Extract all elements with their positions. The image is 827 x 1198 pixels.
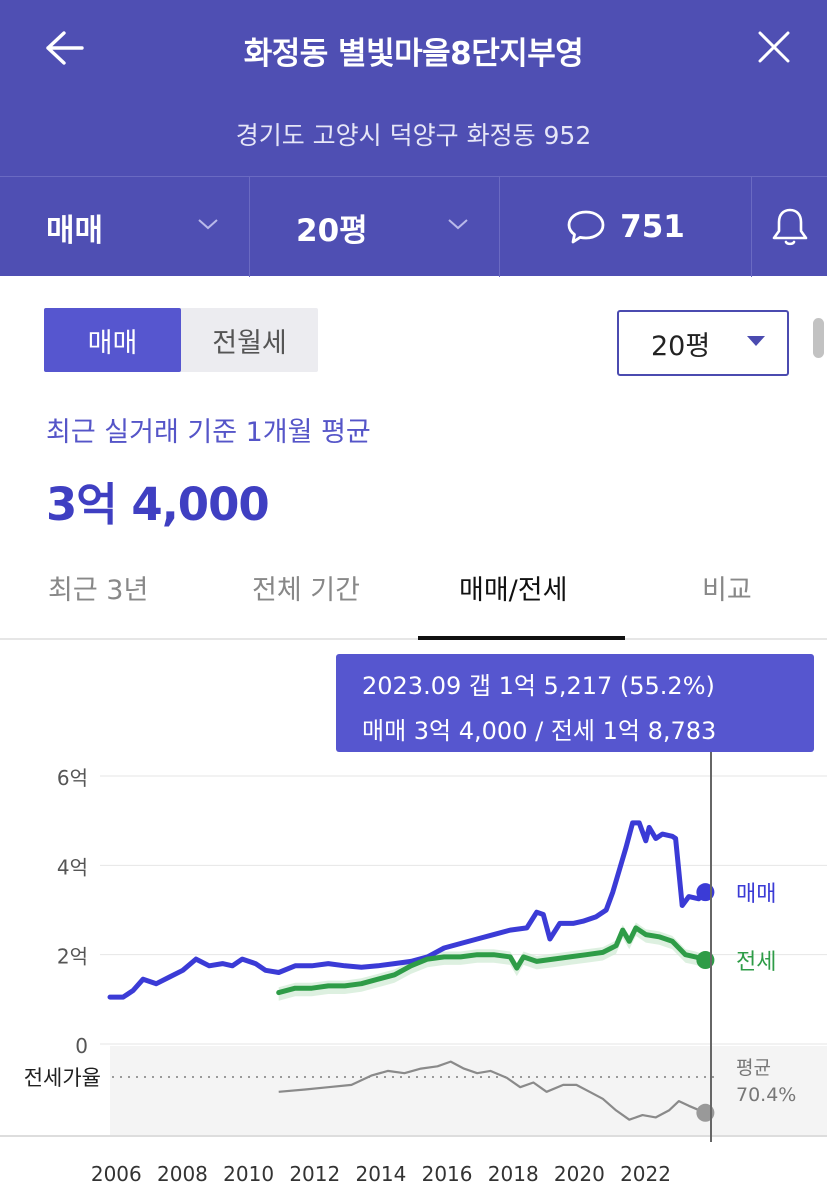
y-tick-label: 6억 <box>57 766 88 790</box>
ratio-average-label: 평균 <box>736 1057 771 1079</box>
x-tick-label: 2008 <box>157 1162 208 1186</box>
comments-button[interactable]: 751 <box>500 177 752 277</box>
deal-type-dropdown[interactable]: 매매 <box>0 177 250 277</box>
comment-count: 751 <box>620 209 685 245</box>
chevron-down-icon <box>448 219 468 230</box>
x-tick-label: 2016 <box>422 1162 473 1186</box>
active-tab-indicator <box>418 636 625 640</box>
jeonse-end-point <box>696 951 715 970</box>
y-tick-label: 0 <box>75 1034 88 1058</box>
x-tick-label: 2022 <box>620 1162 671 1186</box>
top-header: 화정동 별빛마을8단지부영 경기도 고양시 덕양구 화정동 952 매매 20평… <box>0 0 827 277</box>
jeonse-range-band <box>278 922 706 1001</box>
tab-recent-3y[interactable]: 최근 3년 <box>48 575 149 606</box>
page-title: 화정동 별빛마을8단지부영 <box>243 36 584 72</box>
notification-button[interactable] <box>752 177 827 277</box>
deal-segment-control: 매매 전월세 <box>44 308 318 372</box>
jeonse-price-line <box>276 925 708 996</box>
sale-price-line <box>107 820 708 1000</box>
x-tick-label: 2012 <box>289 1162 340 1186</box>
tab-compare[interactable]: 비교 <box>702 575 752 606</box>
y-tick-label: 4억 <box>57 855 88 879</box>
x-tick-label: 2014 <box>355 1162 406 1186</box>
header-toolbar: 매매 20평 751 <box>0 176 827 277</box>
x-tick-label: 2006 <box>91 1162 142 1186</box>
close-button[interactable] <box>750 24 798 70</box>
size-select[interactable]: 20평 <box>617 310 789 376</box>
segment-sale[interactable]: 매매 <box>44 308 181 372</box>
sale-end-point <box>696 883 715 902</box>
sale-end-label: 매매 <box>736 882 776 907</box>
arrow-left-icon <box>46 31 84 65</box>
tab-sale-jeonse[interactable]: 매매/전세 <box>459 575 568 606</box>
recent-average-label: 최근 실거래 기준 1개월 평균 <box>46 417 371 448</box>
scrollbar[interactable] <box>813 318 824 358</box>
ratio-panel-bg <box>110 1046 827 1136</box>
recent-average-price: 3억 4,000 <box>46 478 270 531</box>
chevron-down-icon <box>198 219 218 230</box>
x-tick-label: 2010 <box>223 1162 274 1186</box>
chart-tooltip: 2023.09 갭 1억 5,217 (55.2%) 매매 3억 4,000 /… <box>336 654 814 752</box>
x-tick-label: 2018 <box>488 1162 539 1186</box>
tab-all-period[interactable]: 전체 기간 <box>252 575 360 606</box>
segment-rent[interactable]: 전월세 <box>212 327 287 359</box>
chart-tabs: 최근 3년 전체 기간 매매/전세 비교 <box>0 548 827 640</box>
jeonse-end-label: 전세 <box>736 950 776 975</box>
size-dropdown[interactable]: 20평 <box>250 177 500 277</box>
ratio-end-point <box>696 1103 715 1122</box>
speech-bubble-icon <box>567 210 605 244</box>
size-label: 20평 <box>296 212 368 249</box>
y-tick-label: 2억 <box>57 945 88 969</box>
ratio-average-value: 70.4% <box>736 1084 796 1106</box>
tooltip-prices: 매매 3억 4,000 / 전세 1억 8,783 <box>362 717 717 745</box>
bell-icon <box>772 208 807 246</box>
deal-type-label: 매매 <box>46 212 104 249</box>
ratio-line <box>278 1060 706 1121</box>
address-text: 경기도 고양시 덕양구 화정동 952 <box>235 121 592 150</box>
tooltip-gap: 2023.09 갭 1억 5,217 (55.2%) <box>362 672 715 700</box>
back-button[interactable] <box>40 26 88 70</box>
close-icon <box>758 31 790 63</box>
caret-down-icon <box>747 336 765 346</box>
x-tick-label: 2020 <box>554 1162 605 1186</box>
size-select-value: 20평 <box>651 330 711 362</box>
ratio-label: 전세가율 <box>24 1066 101 1090</box>
